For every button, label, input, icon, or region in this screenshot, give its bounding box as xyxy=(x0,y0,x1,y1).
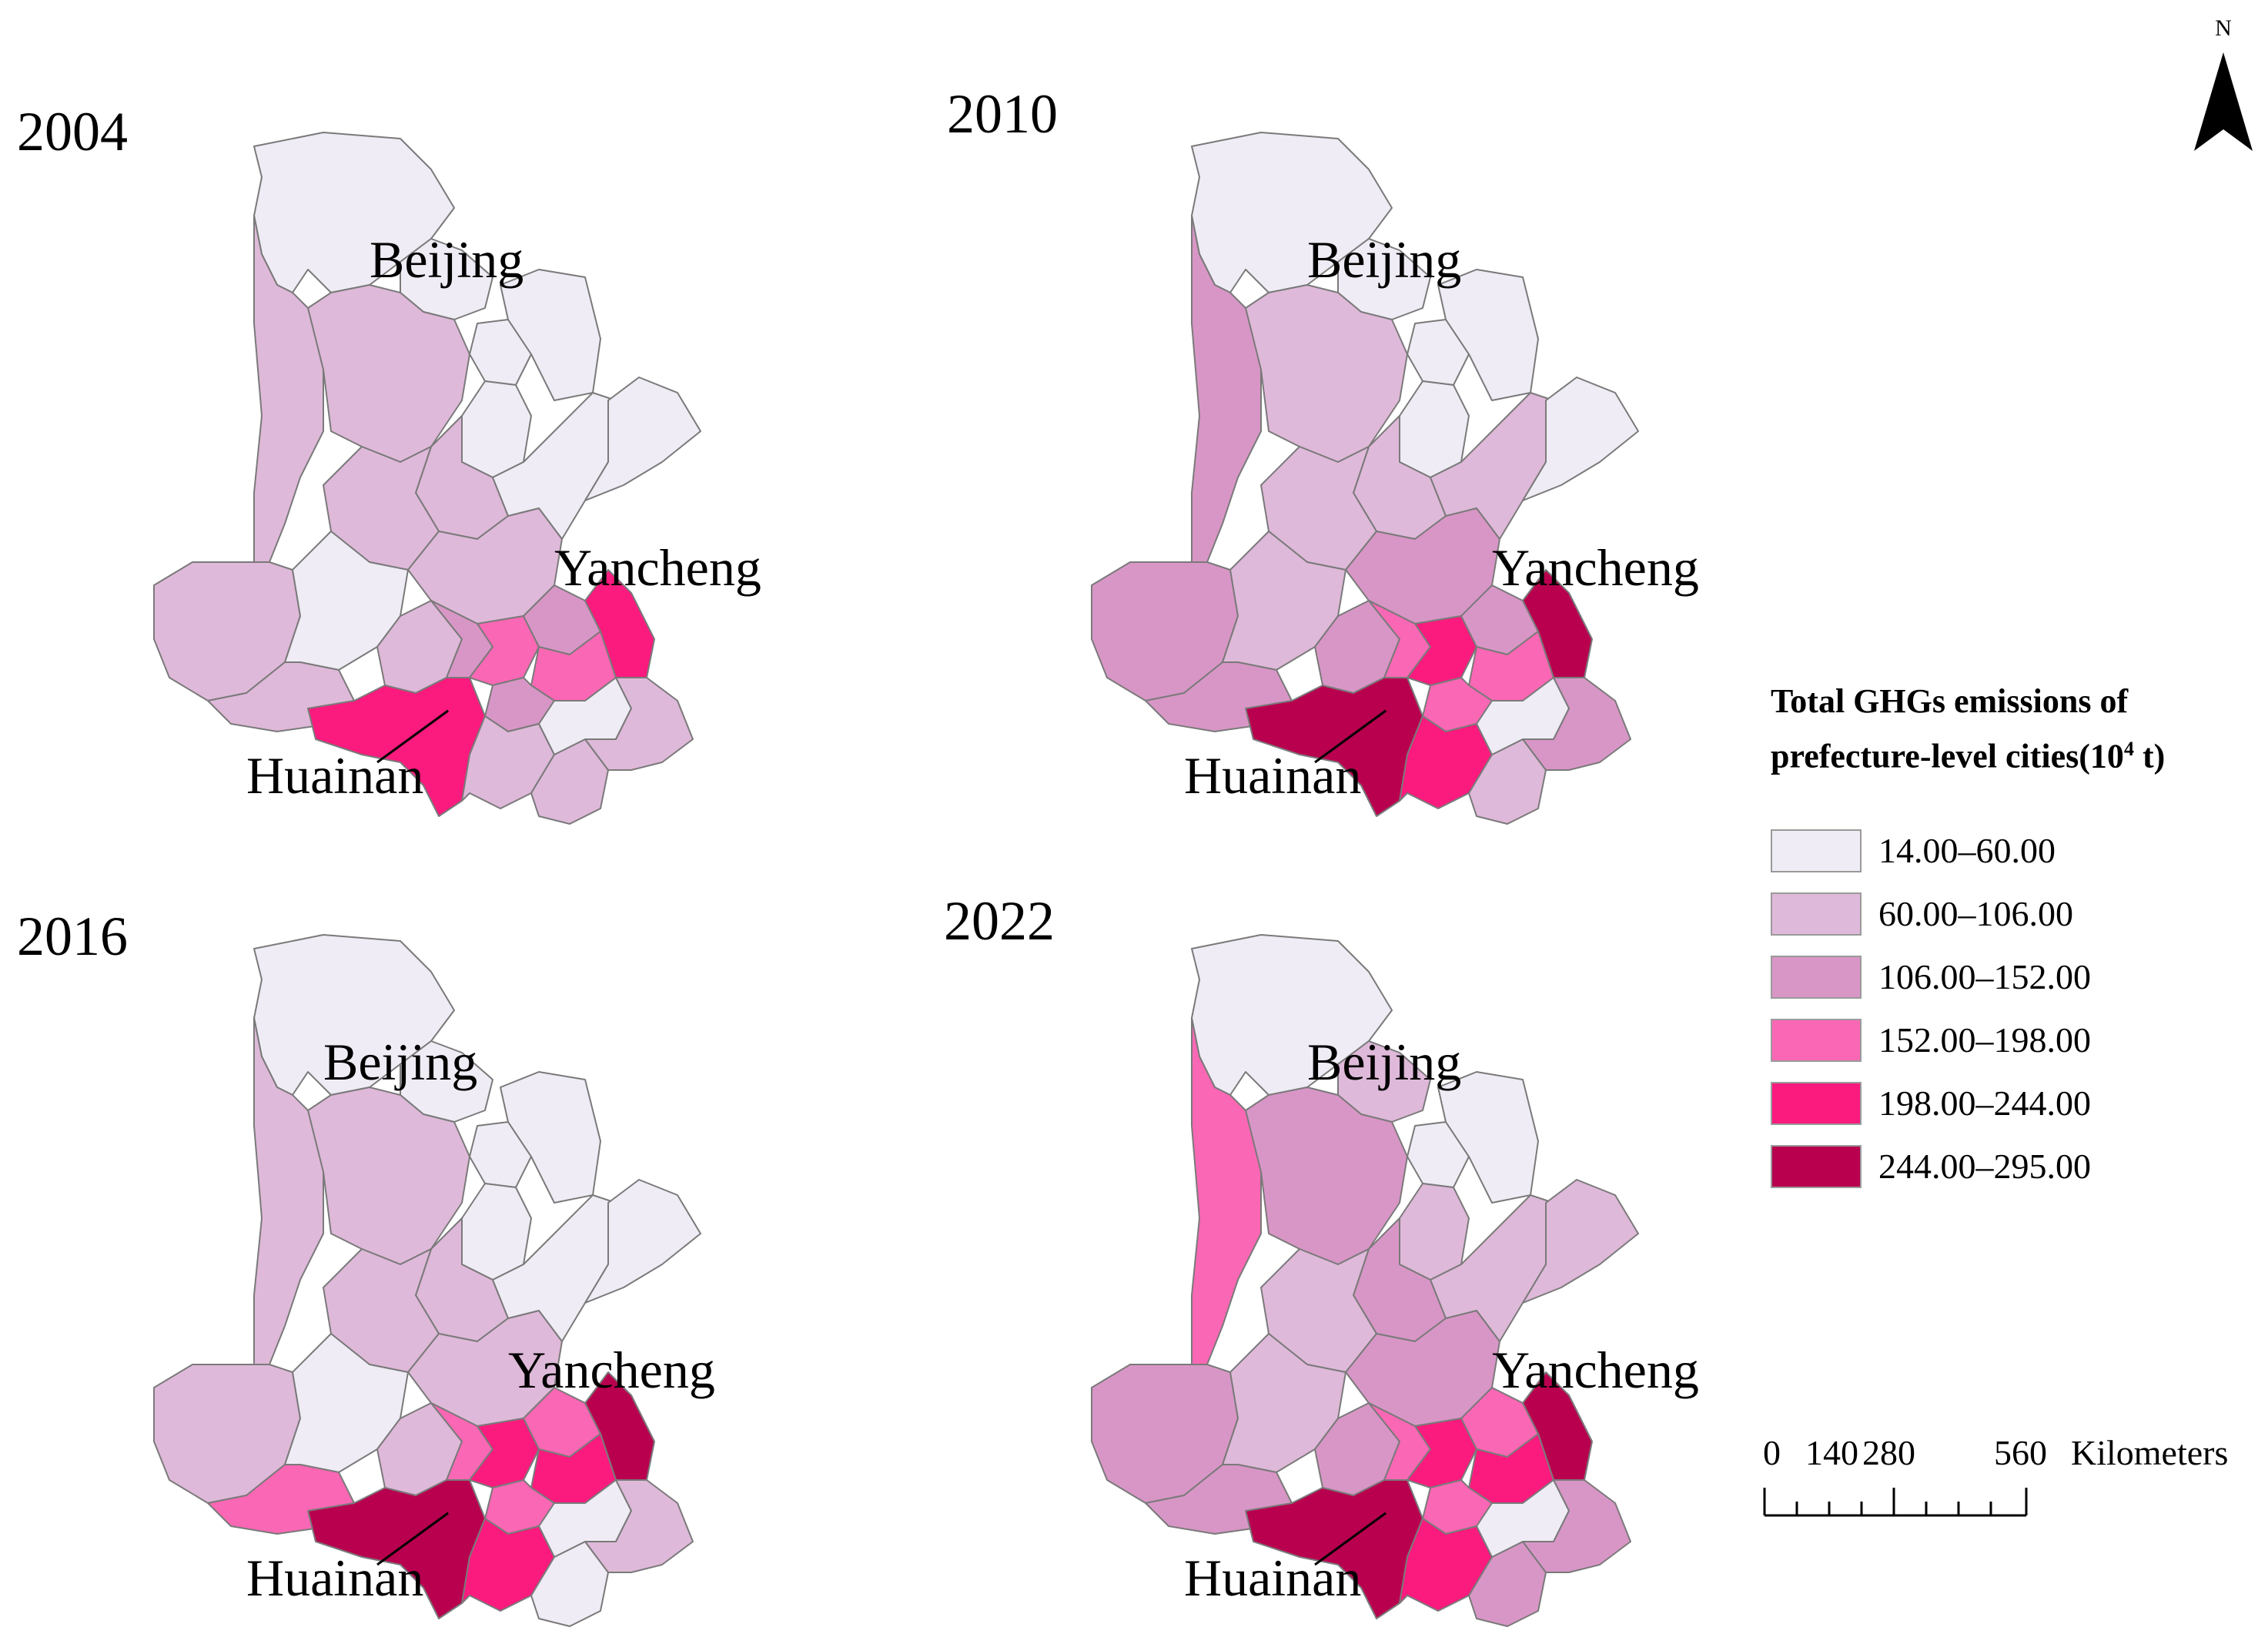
yancheng-label: Yancheng xyxy=(1492,1341,1699,1399)
scale-tick-140: 140 xyxy=(1805,1433,1858,1472)
legend-swatch xyxy=(1771,892,1862,936)
region-bengbu xyxy=(1399,1518,1493,1612)
beijing-label: Beijing xyxy=(323,1033,477,1091)
region-jiangsu-se xyxy=(1522,1479,1631,1573)
region-hebei-c xyxy=(307,284,470,463)
region-shandong-pen xyxy=(1522,377,1639,501)
region-hebei-w xyxy=(1191,1017,1262,1365)
region-shandong-pen xyxy=(584,1179,701,1304)
beijing-label: Beijing xyxy=(1307,1033,1461,1091)
huainan-leader-line xyxy=(376,709,450,764)
legend-title-line1: Total GHGs emissions of xyxy=(1771,682,2129,720)
legend-item: 244.00–295.00 xyxy=(1771,1135,2263,1198)
yancheng-label: Yancheng xyxy=(508,1341,715,1399)
north-label: N xyxy=(2215,15,2232,41)
legend-swatch xyxy=(1771,1018,1862,1062)
region-jiangsu-se xyxy=(584,677,694,771)
huainan-leader-line xyxy=(1314,709,1387,764)
legend-swatch xyxy=(1771,1144,1862,1188)
map-year-label: 2004 xyxy=(17,101,128,162)
legend-label: 198.00–244.00 xyxy=(1878,1083,2091,1123)
legend-label: 14.00–60.00 xyxy=(1878,831,2056,871)
map-panel-2004: 2004 Beijing Yancheng Huainan xyxy=(0,31,939,832)
map-year-label: 2016 xyxy=(17,906,128,967)
scale-bar: 0 140 280 560 Kilometers xyxy=(1763,1432,2263,1532)
legend-item: 106.00–152.00 xyxy=(1771,946,2263,1009)
map-panel-2022: 2022 Beijing Yancheng Huainan xyxy=(938,833,1877,1634)
scale-bar-graphic xyxy=(1763,1488,2028,1517)
region-hebei-w xyxy=(1191,215,1262,563)
legend-swatch xyxy=(1771,1081,1862,1125)
yancheng-label: Yancheng xyxy=(1492,538,1699,597)
scale-unit: Kilometers xyxy=(2071,1433,2229,1472)
region-bengbu xyxy=(461,1518,555,1612)
region-shandong-pen xyxy=(584,377,701,501)
huainan-label: Huainan xyxy=(1184,1549,1361,1607)
region-hebei-w xyxy=(253,1017,324,1365)
legend-label: 60.00–106.00 xyxy=(1878,894,2073,934)
region-hebei-c xyxy=(1245,284,1408,463)
north-arrow: N xyxy=(2193,15,2254,151)
region-bengbu xyxy=(461,715,555,809)
north-arrow-icon xyxy=(2194,52,2253,151)
region-hebei-c xyxy=(1245,1087,1408,1265)
beijing-label: Beijing xyxy=(1307,230,1461,289)
legend-swatch xyxy=(1771,829,1862,872)
region-hebei-c xyxy=(307,1087,470,1265)
legend-list: 14.00–60.00 60.00–106.00 106.00–152.00 1… xyxy=(1771,819,2263,1198)
map-2016: Beijing Yancheng Huainan xyxy=(153,934,715,1627)
legend-title-unit: t) xyxy=(2133,737,2166,775)
legend-item: 152.00–198.00 xyxy=(1771,1009,2263,1072)
legend-label: 106.00–152.00 xyxy=(1878,957,2091,997)
huainan-leader-line xyxy=(1314,1512,1387,1566)
map-2004: Beijing Yancheng Huainan xyxy=(153,132,761,825)
region-hebei-w xyxy=(253,215,324,563)
legend-title-prefix: prefecture-level cities(10 xyxy=(1771,737,2124,775)
region-shandong-pen xyxy=(1522,1179,1639,1304)
legend-swatch xyxy=(1771,955,1862,999)
legend-title: Total GHGs emissions of prefecture-level… xyxy=(1771,678,2263,781)
map-2010: Beijing Yancheng Huainan xyxy=(1091,132,1699,825)
map-2022: Beijing Yancheng Huainan xyxy=(1091,934,1699,1627)
yancheng-label: Yancheng xyxy=(554,538,761,597)
huainan-label: Huainan xyxy=(246,746,423,805)
map-year-label: 2010 xyxy=(947,83,1058,145)
legend-title-line2: prefecture-level cities(104 t) xyxy=(1771,725,2263,781)
scale-tick-280: 280 xyxy=(1862,1433,1915,1472)
map-panel-2010: 2010 Beijing Yancheng Huainan xyxy=(938,31,1877,832)
legend-item: 60.00–106.00 xyxy=(1771,882,2263,946)
scale-tick-560: 560 xyxy=(1994,1433,2047,1472)
legend-item: 198.00–244.00 xyxy=(1771,1072,2263,1135)
region-bengbu xyxy=(1399,715,1493,809)
legend-label: 152.00–198.00 xyxy=(1878,1020,2091,1060)
beijing-label: Beijing xyxy=(370,230,524,289)
region-jiangsu-se xyxy=(584,1479,694,1573)
map-legend: Total GHGs emissions of prefecture-level… xyxy=(1771,678,2263,1198)
huainan-label: Huainan xyxy=(1184,746,1361,805)
legend-label: 244.00–295.00 xyxy=(1878,1147,2091,1187)
map-year-label: 2022 xyxy=(944,890,1055,952)
map-panel-2016: 2016 Beijing Yancheng Huainan xyxy=(0,833,939,1634)
legend-title-exponent: 4 xyxy=(2123,738,2134,760)
huainan-leader-line xyxy=(376,1512,450,1566)
huainan-label: Huainan xyxy=(246,1549,423,1607)
legend-item: 14.00–60.00 xyxy=(1771,819,2263,882)
scale-tick-0: 0 xyxy=(1763,1433,1781,1472)
region-jiangsu-se xyxy=(1522,677,1631,771)
